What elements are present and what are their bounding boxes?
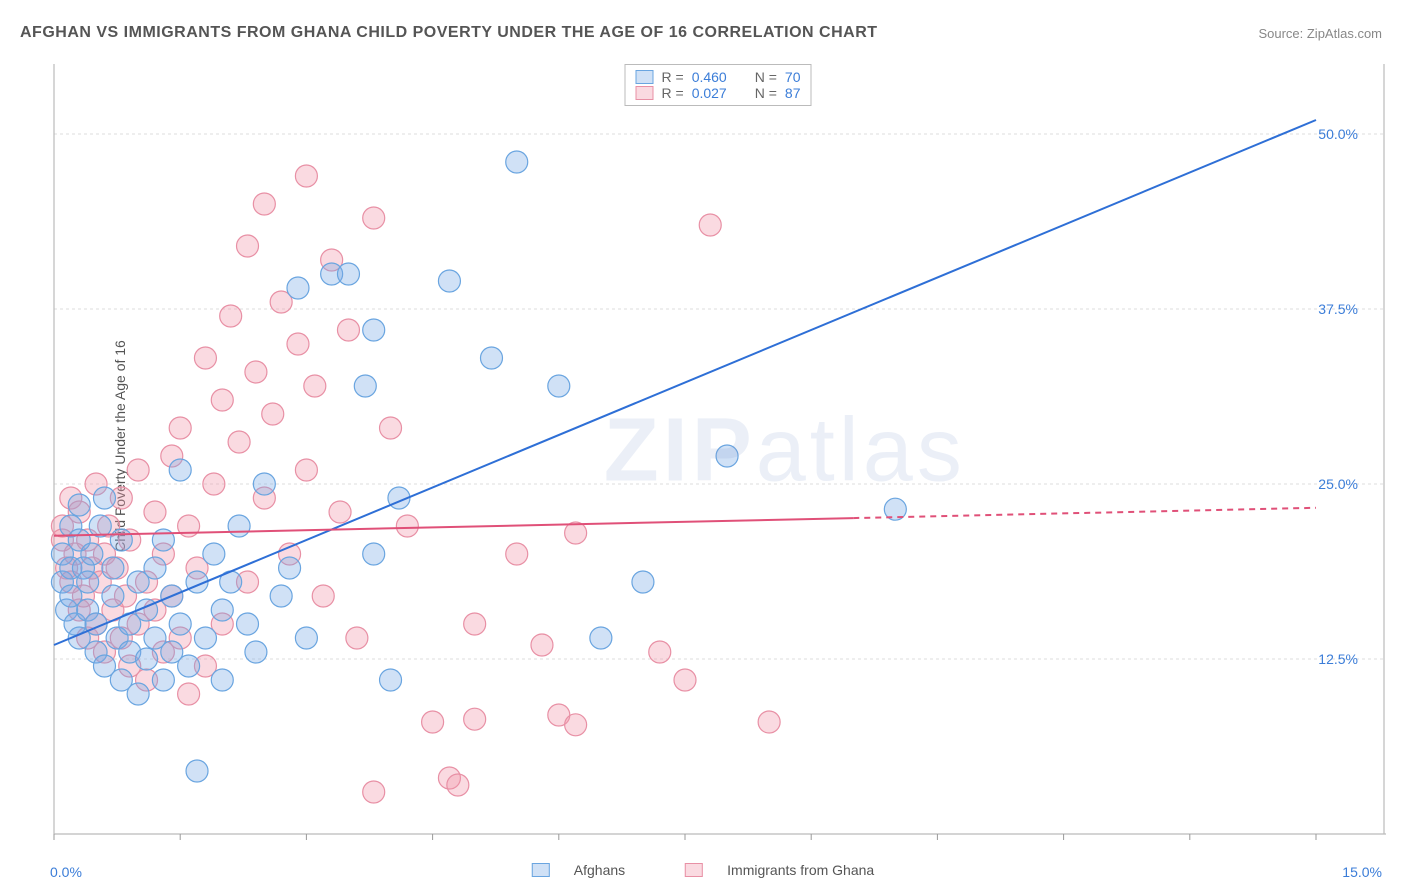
swatch-ghana-bottom (685, 863, 703, 877)
correlation-legend: R = 0.460 N = 70 R = 0.027 N = 87 (625, 64, 812, 106)
y-tick-label: 12.5% (1318, 651, 1358, 667)
y-tick-label: 37.5% (1318, 301, 1358, 317)
legend-row-afghans: R = 0.460 N = 70 (636, 69, 801, 85)
chart-svg (50, 60, 1386, 842)
plot-area: ZIPatlas R = 0.460 N = 70 R = 0.027 N = … (50, 60, 1386, 842)
legend-row-ghana: R = 0.027 N = 87 (636, 85, 801, 101)
swatch-afghans-bottom (532, 863, 550, 877)
series-legend: Afghans Immigrants from Ghana (532, 862, 874, 878)
x-axis-start: 0.0% (50, 864, 82, 880)
x-axis-end: 15.0% (1342, 864, 1382, 880)
chart-title: AFGHAN VS IMMIGRANTS FROM GHANA CHILD PO… (20, 24, 878, 42)
correlation-chart: AFGHAN VS IMMIGRANTS FROM GHANA CHILD PO… (0, 0, 1406, 892)
y-tick-label: 25.0% (1318, 476, 1358, 492)
swatch-ghana (636, 86, 654, 100)
y-tick-label: 50.0% (1318, 126, 1358, 142)
chart-source: Source: ZipAtlas.com (1258, 26, 1382, 41)
legend-label-ghana: Immigrants from Ghana (727, 862, 874, 878)
legend-label-afghans: Afghans (574, 862, 625, 878)
swatch-afghans (636, 70, 654, 84)
